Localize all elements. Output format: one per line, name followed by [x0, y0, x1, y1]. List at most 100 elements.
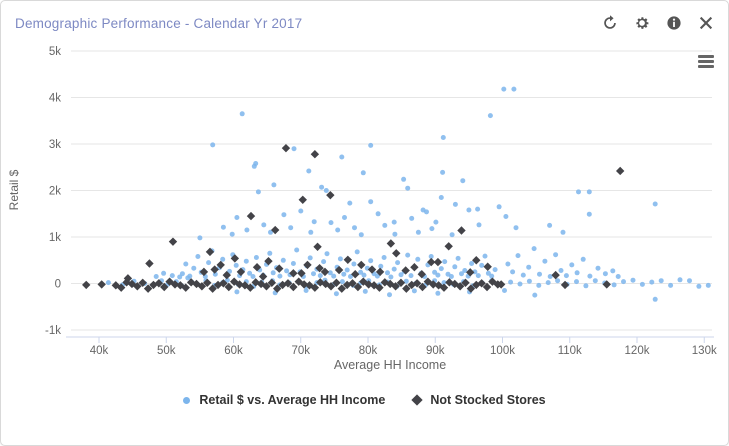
scatter-point-retail	[475, 206, 481, 212]
scatter-point-retail	[408, 273, 414, 279]
x-tick-label: 70k	[291, 345, 310, 357]
scatter-point-retail	[602, 271, 608, 277]
refresh-icon[interactable]	[601, 15, 618, 32]
scatter-point-retail	[360, 170, 366, 176]
scatter-point-retail	[505, 261, 511, 267]
scatter-point-not-stocked	[208, 284, 217, 293]
scatter-point-retail	[250, 274, 256, 279]
scatter-point-retail	[466, 207, 472, 213]
scatter-point-retail	[580, 256, 586, 262]
scatter-point-retail	[387, 292, 392, 298]
scatter-point-not-stocked	[367, 265, 377, 274]
gear-icon[interactable]	[633, 15, 650, 32]
x-tick-label: 120k	[625, 345, 650, 357]
close-icon[interactable]	[697, 15, 714, 32]
scatter-point-not-stocked	[138, 278, 147, 288]
legend-diamond-marker-icon	[411, 394, 423, 406]
scatter-point-retail	[438, 195, 444, 200]
scatter-point-not-stocked	[219, 279, 228, 288]
scatter-point-retail	[261, 222, 267, 228]
scatter-point-retail	[251, 163, 257, 169]
y-tick-label: 4k	[49, 93, 61, 105]
scatter-point-retail	[472, 269, 478, 275]
scatter-point-retail	[234, 215, 240, 220]
scatter-point-retail	[520, 272, 526, 278]
scatter-point-retail	[476, 222, 482, 228]
scatter-point-not-stocked	[299, 280, 309, 289]
scatter-point-not-stocked	[133, 282, 142, 291]
scatter-point-retail	[489, 273, 495, 279]
scatter-point-retail	[358, 269, 364, 275]
scatter-point-retail	[610, 268, 616, 274]
scatter-point-retail	[687, 278, 692, 284]
hamburger-menu-icon[interactable]	[698, 55, 714, 68]
scatter-point-retail	[649, 279, 655, 285]
scatter-point-retail	[696, 283, 702, 289]
scatter-point-not-stocked	[310, 150, 320, 159]
scatter-point-retail	[339, 279, 345, 285]
scatter-point-retail	[435, 290, 441, 296]
scatter-point-not-stocked	[364, 280, 373, 289]
scatter-point-retail	[574, 279, 579, 285]
scatter-point-not-stocked	[444, 242, 453, 251]
scatter-point-retail	[517, 281, 523, 287]
scatter-point-retail	[652, 201, 658, 207]
scatter-point-retail	[448, 274, 454, 279]
scatter-point-retail	[229, 231, 235, 237]
scatter-point-not-stocked	[334, 265, 344, 275]
scatter-point-retail	[268, 229, 273, 235]
scatter-point-retail	[368, 258, 374, 264]
scatter-point-not-stocked	[236, 267, 246, 277]
scatter-point-retail	[482, 253, 488, 259]
scatter-point-not-stocked	[246, 211, 256, 221]
scatter-point-retail	[323, 188, 329, 193]
scatter-point-retail	[391, 219, 397, 225]
scatter-point-retail	[324, 251, 330, 257]
legend-item-retail[interactable]: Retail $ vs. Average HH Income	[183, 393, 385, 407]
x-tick-label: 130k	[692, 345, 717, 357]
legend-label: Retail $ vs. Average HH Income	[199, 393, 386, 407]
scatter-point-not-stocked	[353, 282, 363, 292]
scatter-point-not-stocked	[417, 270, 426, 279]
scatter-point-not-stocked	[396, 278, 406, 288]
scatter-point-retail	[368, 199, 374, 205]
scatter-point-not-stocked	[560, 280, 570, 290]
scatter-point-not-stocked	[235, 280, 244, 289]
scatter-point-retail	[284, 268, 290, 274]
scatter-point-retail	[705, 282, 711, 288]
scatter-point-not-stocked	[252, 263, 262, 272]
scatter-point-retail	[403, 278, 409, 284]
scatter-point-retail	[542, 258, 548, 264]
y-tick-label: 1k	[49, 232, 61, 244]
scatter-point-not-stocked	[320, 267, 330, 277]
scatter-point-retail	[440, 169, 446, 175]
x-tick-label: 40k	[90, 345, 109, 357]
scatter-point-not-stocked	[433, 257, 443, 267]
legend-item-not-stocked[interactable]: Not Stocked Stores	[411, 393, 546, 407]
scatter-point-not-stocked	[326, 282, 336, 291]
scatter-point-not-stocked	[283, 279, 293, 288]
plot-svg: 5k 4k 3k 2k 1k 0 -1k 40k 50k 60k 70k 80k 90k 100k 110k…	[7, 46, 717, 372]
scatter-point-retail	[611, 282, 617, 288]
scatter-point-retail	[492, 267, 498, 273]
scatter-point-retail	[319, 184, 325, 190]
scatter-point-retail	[351, 261, 357, 267]
scatter-point-retail	[187, 273, 193, 279]
scatter-point-not-stocked	[439, 283, 449, 292]
scatter-point-retail	[328, 220, 334, 226]
scatter-point-retail	[503, 214, 509, 219]
scatter-point-not-stocked	[386, 239, 396, 248]
scatter-point-retail	[368, 142, 374, 148]
scatter-point-retail	[475, 273, 481, 279]
info-icon[interactable]	[665, 15, 682, 32]
scatter-point-retail	[569, 262, 575, 268]
scatter-point-retail	[677, 277, 683, 283]
scatter-point-retail	[271, 182, 277, 188]
scatter-point-not-stocked	[176, 281, 185, 290]
chart-legend: Retail $ vs. Average HH Income Not Stock…	[1, 393, 728, 407]
scatter-point-retail	[545, 280, 551, 286]
scatter-point-retail	[311, 271, 316, 277]
scatter-point-retail	[455, 255, 461, 261]
scatter-point-retail	[224, 277, 230, 283]
scatter-point-retail	[510, 269, 516, 275]
